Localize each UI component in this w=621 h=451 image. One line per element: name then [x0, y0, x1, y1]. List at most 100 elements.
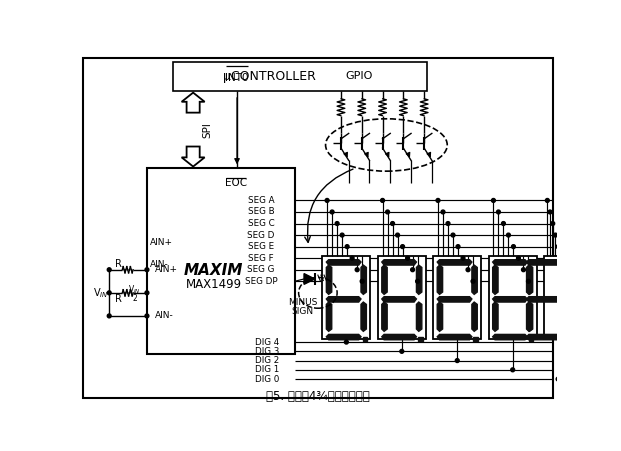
Circle shape [545, 198, 549, 202]
Circle shape [455, 359, 459, 363]
Circle shape [461, 256, 465, 260]
Text: SEG B: SEG B [248, 207, 274, 216]
Circle shape [406, 256, 409, 260]
Polygon shape [527, 260, 561, 265]
Text: R: R [115, 294, 122, 304]
Polygon shape [382, 297, 417, 302]
Bar [544, 256, 572, 339]
Polygon shape [417, 302, 422, 331]
Polygon shape [437, 334, 472, 340]
Circle shape [145, 314, 149, 318]
Polygon shape [561, 302, 566, 331]
Polygon shape [527, 334, 561, 340]
Polygon shape [417, 265, 422, 295]
Circle shape [502, 221, 505, 226]
Circle shape [553, 233, 558, 237]
Bar [563, 337, 568, 341]
Polygon shape [382, 334, 417, 340]
Circle shape [345, 340, 348, 344]
Polygon shape [527, 265, 533, 295]
Text: AIN-: AIN- [155, 312, 173, 320]
Polygon shape [382, 260, 417, 265]
Circle shape [561, 268, 566, 272]
Text: SEG G: SEG G [247, 265, 274, 274]
Polygon shape [327, 260, 361, 265]
Circle shape [145, 291, 149, 295]
Text: AIN-: AIN- [150, 261, 169, 270]
Text: SIGN: SIGN [291, 307, 314, 316]
Circle shape [335, 221, 339, 226]
Polygon shape [327, 265, 332, 295]
Polygon shape [327, 297, 361, 302]
Circle shape [345, 245, 349, 249]
Circle shape [471, 279, 475, 283]
Circle shape [145, 268, 149, 272]
Circle shape [556, 377, 560, 381]
Bar [322, 256, 370, 339]
Circle shape [415, 279, 420, 283]
Polygon shape [527, 302, 533, 331]
Bar [433, 256, 481, 339]
Circle shape [410, 268, 414, 272]
Polygon shape [361, 302, 366, 331]
Polygon shape [561, 265, 566, 295]
Circle shape [350, 256, 354, 260]
Text: DIG 3: DIG 3 [255, 347, 279, 356]
Circle shape [107, 314, 111, 318]
Text: 2: 2 [132, 295, 137, 304]
Circle shape [330, 210, 334, 214]
Bar [173, 62, 427, 91]
Circle shape [441, 210, 445, 214]
Circle shape [107, 268, 111, 272]
Circle shape [497, 210, 501, 214]
Circle shape [522, 268, 525, 272]
Text: R: R [115, 258, 122, 268]
Polygon shape [492, 260, 527, 265]
Text: V$_{IN}$: V$_{IN}$ [129, 284, 141, 296]
Text: 图5. 完整的4¾位面板表电路: 图5. 完整的4¾位面板表电路 [266, 390, 370, 402]
Text: DIG 0: DIG 0 [255, 375, 279, 383]
Text: DIG 1: DIG 1 [255, 365, 279, 374]
Circle shape [391, 221, 394, 226]
Text: SEG E: SEG E [248, 242, 274, 251]
Text: µCONTROLLER: µCONTROLLER [223, 70, 316, 83]
Polygon shape [437, 297, 472, 302]
Polygon shape [492, 302, 498, 331]
Circle shape [510, 368, 515, 372]
Bar [147, 168, 295, 354]
Polygon shape [382, 302, 387, 331]
Circle shape [564, 279, 568, 283]
Text: INT0: INT0 [225, 73, 249, 83]
Text: SEG C: SEG C [248, 219, 274, 228]
Text: AIN+: AIN+ [155, 265, 178, 274]
Polygon shape [437, 302, 443, 331]
Circle shape [386, 210, 389, 214]
Circle shape [325, 198, 329, 202]
Text: V$_{IN}$: V$_{IN}$ [93, 286, 109, 300]
Circle shape [355, 268, 359, 272]
Circle shape [527, 279, 530, 283]
Circle shape [381, 198, 384, 202]
Circle shape [451, 233, 455, 237]
Polygon shape [527, 302, 532, 331]
Text: AIN+: AIN+ [150, 238, 173, 247]
Polygon shape [492, 265, 498, 295]
Circle shape [456, 245, 460, 249]
Circle shape [507, 233, 510, 237]
Polygon shape [527, 265, 532, 295]
Text: SEG DP: SEG DP [245, 277, 277, 286]
Polygon shape [472, 302, 478, 331]
Polygon shape [437, 260, 472, 265]
Bar [418, 337, 423, 341]
Bar [473, 337, 478, 341]
Bar [489, 256, 537, 339]
Polygon shape [382, 265, 387, 295]
Circle shape [436, 198, 440, 202]
Text: DIG 4: DIG 4 [255, 338, 279, 347]
Polygon shape [472, 265, 478, 295]
Polygon shape [304, 274, 315, 284]
Text: DIG 2: DIG 2 [255, 356, 279, 365]
Text: MAXIM: MAXIM [184, 263, 243, 278]
Polygon shape [492, 297, 527, 302]
Circle shape [360, 279, 364, 283]
